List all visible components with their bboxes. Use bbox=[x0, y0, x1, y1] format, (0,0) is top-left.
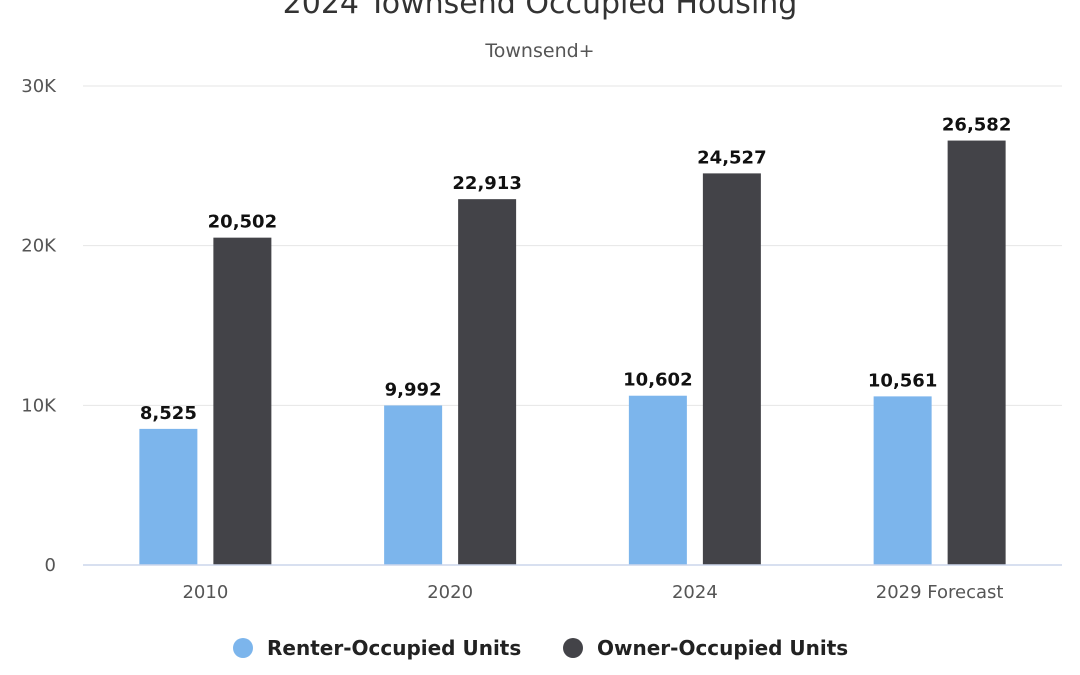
bar-renter-0 bbox=[139, 428, 198, 565]
bar-owner-0 bbox=[213, 237, 272, 565]
legend-item-renter[interactable]: Renter-Occupied Units bbox=[233, 636, 521, 660]
data-label: 10,602 bbox=[623, 370, 692, 391]
chart-title: 2024 Townsend Occupied Housing bbox=[282, 0, 798, 21]
data-label: 10,561 bbox=[868, 370, 937, 391]
data-label: 9,992 bbox=[385, 379, 442, 400]
bar-renter-1 bbox=[384, 405, 443, 565]
bars bbox=[139, 140, 1006, 565]
legend-marker bbox=[233, 638, 253, 658]
legend: Renter-Occupied Units Owner-Occupied Unit… bbox=[233, 636, 848, 660]
data-label: 20,502 bbox=[208, 212, 277, 233]
bar-renter-3 bbox=[873, 396, 932, 565]
y-tick-label: 30K bbox=[21, 76, 57, 97]
x-tick-label: 2024 bbox=[672, 582, 718, 603]
y-axis-ticks: 0 10K 20K 30K bbox=[21, 76, 57, 576]
bar-owner-2 bbox=[702, 173, 761, 565]
data-label: 24,527 bbox=[697, 147, 766, 168]
chart-subtitle: Townsend+ bbox=[485, 40, 595, 62]
bar-owner-1 bbox=[458, 199, 517, 565]
bar-owner-3 bbox=[947, 140, 1006, 565]
y-tick-label: 10K bbox=[21, 395, 57, 416]
x-tick-label: 2010 bbox=[182, 582, 228, 603]
data-label: 22,913 bbox=[452, 173, 521, 194]
legend-marker bbox=[563, 638, 583, 658]
data-label: 8,525 bbox=[140, 403, 197, 424]
bar-renter-2 bbox=[628, 395, 687, 565]
y-tick-label: 20K bbox=[21, 236, 57, 257]
legend-label: Owner-Occupied Units bbox=[597, 636, 848, 660]
data-labels: 8,525 20,502 9,992 22,913 10,602 24,527 10,561… bbox=[140, 115, 1011, 424]
x-axis-ticks: 2010 2020 2024 2029 Forecast bbox=[182, 582, 1003, 603]
data-label: 26,582 bbox=[942, 115, 1011, 136]
legend-item-owner[interactable]: Owner-Occupied Units bbox=[563, 636, 848, 660]
y-tick-label: 0 bbox=[45, 555, 56, 576]
x-tick-label: 2029 Forecast bbox=[876, 582, 1004, 603]
legend-label: Renter-Occupied Units bbox=[267, 636, 521, 660]
x-tick-label: 2020 bbox=[427, 582, 473, 603]
